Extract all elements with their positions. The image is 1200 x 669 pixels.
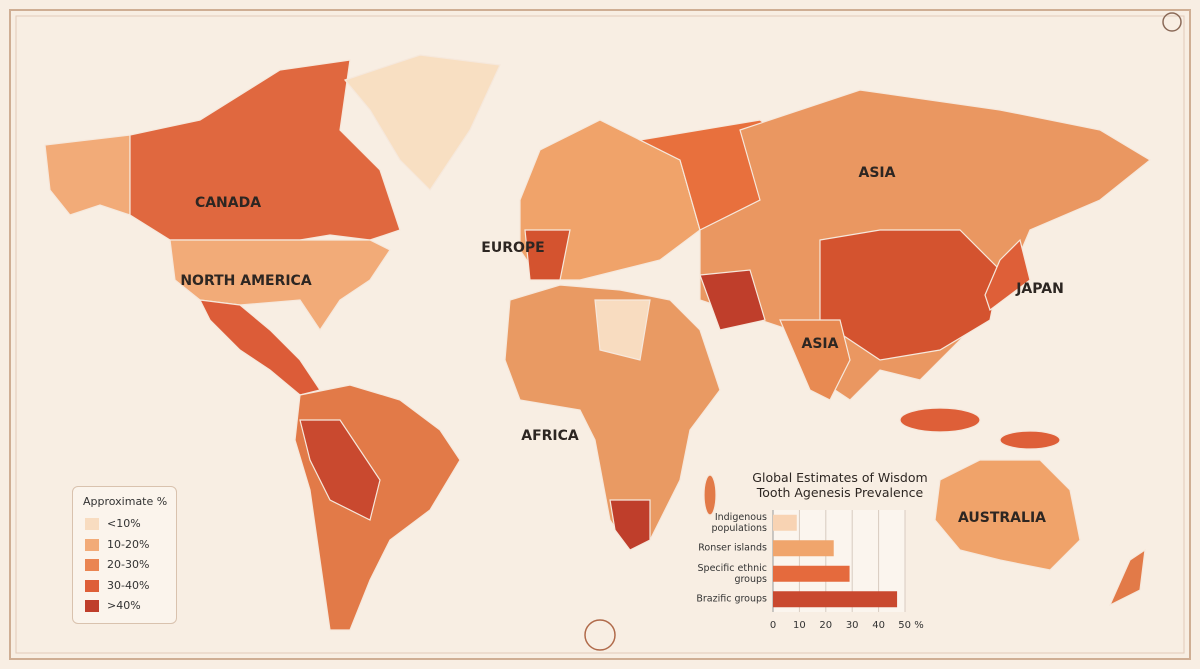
legend-swatch xyxy=(85,518,99,530)
legend-item: 20-30% xyxy=(85,558,149,571)
new-guinea xyxy=(999,430,1061,450)
iran xyxy=(699,269,766,331)
legend-label: <10% xyxy=(107,517,141,530)
x-tick-label: 20 xyxy=(819,620,833,631)
new-zealand xyxy=(1108,548,1146,607)
land xyxy=(44,54,1152,631)
region-label: AFRICA xyxy=(521,428,579,444)
africa xyxy=(504,284,721,551)
central-america xyxy=(198,299,321,396)
legend: Approximate % <10% 10-20% 20-30% 30-40% >40% xyxy=(72,486,177,624)
globe-icon xyxy=(584,619,616,651)
y-tick-label: Brazific groups xyxy=(696,593,767,605)
bar xyxy=(773,514,797,531)
legend-label: >40% xyxy=(107,599,141,612)
y-tick-label: Indigenous populations xyxy=(711,511,767,534)
region-label: CANADA xyxy=(194,195,262,211)
legend-swatch xyxy=(85,559,99,571)
iberia xyxy=(524,229,571,281)
x-tick-label: 50 % xyxy=(898,620,924,631)
legend-swatch xyxy=(85,600,99,612)
x-tick-label: 0 xyxy=(769,620,777,631)
greenland xyxy=(343,54,501,191)
region-label: AUSTRALIA xyxy=(958,510,1046,526)
region-label: ASIA xyxy=(801,336,839,352)
bar xyxy=(773,540,834,557)
x-tick-label: 10 xyxy=(793,620,806,631)
inset-chart xyxy=(772,510,906,612)
india xyxy=(779,319,851,401)
legend-item: 30-40% xyxy=(85,579,149,592)
chart-title: Global Estimates of Wisdom Tooth Agenesi… xyxy=(752,470,928,500)
legend-item: >40% xyxy=(85,599,141,612)
globe-icon xyxy=(1162,12,1182,32)
sahara xyxy=(594,299,651,361)
legend-swatch xyxy=(85,579,99,592)
x-tick-label: 40 xyxy=(872,620,885,631)
legend-label: 20-30% xyxy=(107,558,150,571)
region-label: ASIA xyxy=(858,165,896,181)
legend-label: 30-40% xyxy=(107,578,150,592)
madagascar xyxy=(703,474,717,516)
y-tick-label: Specific ethnic groups xyxy=(697,562,767,585)
x-tick-label: 30 xyxy=(845,620,859,631)
japan xyxy=(984,238,1031,311)
australia xyxy=(934,459,1081,571)
y-tick-label: Ronser islands xyxy=(698,542,767,554)
frame-inner xyxy=(15,15,1185,654)
bar xyxy=(773,565,850,582)
legend-item: <10% xyxy=(85,517,141,530)
indonesia xyxy=(899,407,981,433)
region-label: NORTH AMERICA xyxy=(180,273,312,289)
peru xyxy=(299,419,381,521)
alaska xyxy=(44,134,131,216)
legend-item: 10-20% xyxy=(85,538,149,551)
south-africa xyxy=(609,499,651,551)
usa xyxy=(169,239,391,332)
region-label: EUROPE xyxy=(481,240,545,256)
legend-swatch xyxy=(85,538,99,551)
legend-title: Approximate % xyxy=(83,495,168,508)
frame xyxy=(9,9,1191,660)
region-label: JAPAN xyxy=(1016,281,1064,297)
legend-label: 10-20% xyxy=(107,537,150,551)
bar xyxy=(773,591,898,608)
